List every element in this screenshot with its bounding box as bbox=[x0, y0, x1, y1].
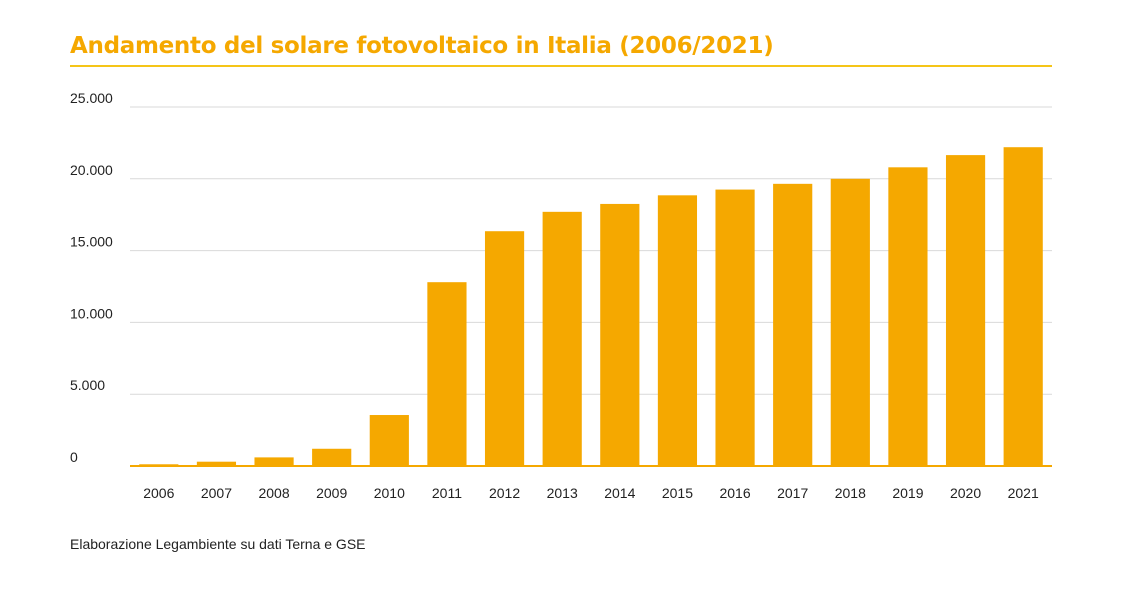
x-tick-label: 2009 bbox=[316, 485, 347, 501]
y-tick-label: 10.000 bbox=[70, 305, 113, 321]
x-tick-label: 2018 bbox=[835, 485, 866, 501]
bar-2020 bbox=[945, 155, 986, 466]
bar-2016 bbox=[715, 189, 755, 466]
chart-title: Andamento del solare fotovoltaico in Ita… bbox=[70, 33, 774, 59]
bars bbox=[139, 147, 1043, 467]
y-tick-label: 20.000 bbox=[70, 162, 113, 178]
bar-2015 bbox=[657, 195, 698, 466]
x-tick-label: 2007 bbox=[201, 485, 232, 501]
bar-2011 bbox=[427, 282, 467, 466]
bar-2012 bbox=[484, 231, 525, 466]
x-tick-label: 2020 bbox=[950, 485, 981, 501]
x-tick-label: 2017 bbox=[777, 485, 808, 501]
x-tick-label: 2014 bbox=[604, 485, 635, 501]
bar-2019 bbox=[888, 167, 928, 466]
y-tick-labels: 0 5.000 10.000 15.000 20.000 25.000 bbox=[70, 90, 113, 465]
x-tick-label: 2006 bbox=[143, 485, 174, 501]
y-tick-label: 15.000 bbox=[70, 234, 113, 250]
bar-2009 bbox=[312, 448, 352, 466]
x-tick-label: 2021 bbox=[1008, 485, 1039, 501]
source-note: Elaborazione Legambiente su dati Terna e… bbox=[70, 536, 366, 552]
bar-2010 bbox=[369, 415, 409, 466]
x-tick-label: 2016 bbox=[719, 485, 750, 501]
y-tick-label: 0 bbox=[70, 449, 78, 465]
bar-2017 bbox=[773, 183, 813, 467]
bar-2018 bbox=[830, 178, 870, 467]
bar-2021 bbox=[1003, 147, 1043, 466]
bar-2013 bbox=[542, 211, 582, 466]
x-tick-label: 2012 bbox=[489, 485, 520, 501]
y-tick-label: 5.000 bbox=[70, 377, 105, 393]
bar-2014 bbox=[600, 203, 640, 466]
bar-2007 bbox=[196, 461, 237, 466]
x-tick-labels: 2006 2007 2008 2009 2010 2011 2012 2013 2014 2015… bbox=[143, 485, 1039, 501]
x-tick-label: 2010 bbox=[374, 485, 405, 501]
x-tick-label: 2019 bbox=[892, 485, 923, 501]
y-tick-label: 25.000 bbox=[70, 90, 113, 106]
x-tick-label: 2008 bbox=[258, 485, 289, 501]
title-underline bbox=[70, 65, 1052, 67]
x-tick-label: 2011 bbox=[432, 485, 462, 501]
x-tick-label: 2013 bbox=[547, 485, 578, 501]
x-tick-label: 2015 bbox=[662, 485, 693, 501]
bar-2008 bbox=[254, 457, 294, 466]
